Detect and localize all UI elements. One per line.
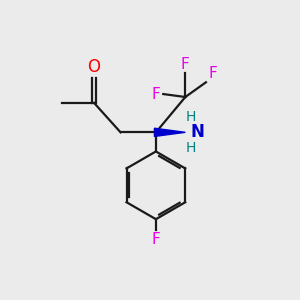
Text: F: F xyxy=(208,66,217,81)
Text: H: H xyxy=(185,141,196,154)
Text: O: O xyxy=(88,58,100,76)
Polygon shape xyxy=(154,128,185,136)
Text: H: H xyxy=(185,110,196,124)
Text: F: F xyxy=(152,232,160,247)
Text: F: F xyxy=(181,57,190,72)
Text: N: N xyxy=(190,123,205,141)
Text: F: F xyxy=(152,87,160,102)
